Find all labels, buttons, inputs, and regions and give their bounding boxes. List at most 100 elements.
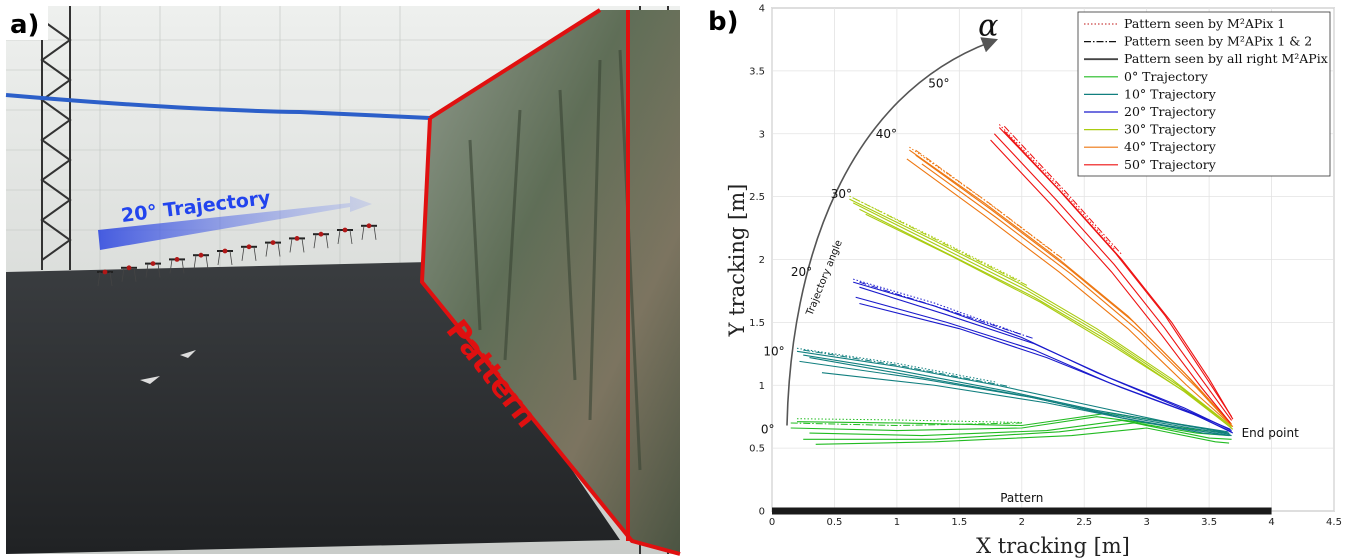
drone-leg bbox=[265, 242, 269, 257]
drone bbox=[193, 252, 209, 270]
drone-body bbox=[198, 252, 204, 258]
drone-leg bbox=[205, 255, 209, 270]
trajectory-run bbox=[799, 360, 1232, 437]
legend-label: 20° Trajectory bbox=[1124, 104, 1217, 119]
pattern-bar-group: Pattern bbox=[772, 491, 1272, 515]
x-tick-label: 4 bbox=[1268, 517, 1274, 528]
pattern-seen-segment bbox=[796, 418, 1022, 423]
drone bbox=[313, 231, 329, 249]
drone-leg bbox=[133, 267, 137, 282]
trajectory-run bbox=[849, 198, 1231, 426]
trajectory-run bbox=[809, 419, 1230, 437]
trajectory-run bbox=[1003, 130, 1234, 420]
series-traj_50 bbox=[990, 124, 1234, 424]
drone-leg bbox=[277, 242, 281, 257]
x-axis-label: X tracking [m] bbox=[976, 534, 1130, 558]
drone bbox=[361, 223, 377, 240]
drone-leg bbox=[241, 246, 245, 261]
series-traj_0 bbox=[790, 412, 1232, 445]
drone-body bbox=[366, 223, 372, 229]
series-group: End point bbox=[790, 124, 1299, 445]
panel-a-tag-bg bbox=[6, 6, 48, 40]
drone-body bbox=[342, 227, 348, 233]
blue-ribbon bbox=[5, 93, 431, 120]
drone-body bbox=[150, 261, 156, 266]
trajectory-run bbox=[859, 208, 1232, 429]
trajectory-run bbox=[821, 372, 1231, 437]
drone-leg bbox=[109, 271, 113, 287]
trajectory-arrow bbox=[98, 196, 372, 250]
x-tick-label: 1 bbox=[894, 517, 900, 528]
legend: Pattern seen by M²APix 1 Pattern seen by … bbox=[1077, 11, 1331, 177]
forest-pattern-wall bbox=[422, 10, 680, 554]
legend-box bbox=[1077, 11, 1331, 177]
drone-leg bbox=[337, 229, 341, 245]
drone-leg bbox=[121, 267, 125, 282]
pattern-seen-segment bbox=[796, 347, 997, 383]
y-tick-label: 0.5 bbox=[749, 444, 765, 455]
angle-tick-label: 30° bbox=[831, 187, 852, 201]
series-traj_20 bbox=[853, 278, 1234, 434]
y-tick-label: 2.5 bbox=[749, 192, 765, 203]
x-tick-label: 0.5 bbox=[826, 517, 842, 528]
y-tick-label: 4 bbox=[759, 4, 765, 15]
trajectory-run bbox=[859, 286, 1232, 432]
drone-leg bbox=[229, 250, 233, 266]
y-tick-label: 1 bbox=[759, 381, 765, 392]
trajectory-run bbox=[803, 354, 1230, 434]
drone-leg bbox=[325, 234, 329, 249]
x-tick-label: 4.5 bbox=[1326, 517, 1342, 528]
y-tick-label: 3.5 bbox=[749, 66, 765, 77]
drone-leg bbox=[181, 259, 185, 274]
panel-a-photo: 20° Trajectory Pattern a) bbox=[5, 6, 681, 556]
pattern-seen-segment bbox=[803, 349, 1010, 388]
panel-b-tag: b) bbox=[708, 7, 739, 37]
drone-leg bbox=[169, 259, 173, 274]
pattern-outline-bottom bbox=[419, 117, 681, 556]
drone-body bbox=[318, 231, 324, 237]
drone bbox=[145, 261, 161, 278]
drone bbox=[97, 269, 113, 287]
x-tick-label: 1.5 bbox=[951, 517, 967, 528]
angle-tick-label: 50° bbox=[928, 76, 949, 90]
pattern-seen-segment bbox=[998, 124, 1116, 251]
drone-leg bbox=[145, 263, 149, 278]
angle-tick-label: 0° bbox=[761, 422, 775, 436]
trajectory-run bbox=[815, 427, 1230, 445]
y-tick-label: 2 bbox=[759, 255, 765, 266]
pattern-seen-segment bbox=[1003, 125, 1123, 255]
legend-label: 50° Trajectory bbox=[1124, 157, 1217, 172]
drone-body bbox=[102, 269, 108, 275]
trajectory-run bbox=[915, 154, 1232, 425]
trajectory-run bbox=[859, 302, 1234, 434]
legend-label: Pattern seen by M²APix 1 & 2 bbox=[1124, 34, 1312, 49]
legend-label: 30° Trajectory bbox=[1124, 122, 1217, 137]
trajectory-run bbox=[906, 158, 1232, 426]
x-tick-label: 3.5 bbox=[1201, 517, 1217, 528]
drone-leg bbox=[301, 238, 305, 253]
drone-body bbox=[222, 248, 228, 254]
x-tick-label: 3 bbox=[1143, 517, 1149, 528]
pattern-seen-segment bbox=[915, 149, 1066, 262]
series-traj_30 bbox=[849, 195, 1234, 430]
truss-left bbox=[40, 6, 72, 270]
trajectory-run bbox=[865, 213, 1234, 430]
y-tick-label: 3 bbox=[759, 129, 765, 140]
series-traj_40 bbox=[906, 146, 1234, 428]
alpha-symbol: α bbox=[978, 9, 998, 44]
y-tick-label: 0 bbox=[759, 507, 765, 518]
legend-label: Pattern seen by all right M²APix bbox=[1124, 51, 1328, 66]
drone bbox=[265, 240, 281, 257]
x-tick-label: 2 bbox=[1019, 517, 1025, 528]
y-axis-ticks: 0 0.5 1 1.5 2 2.5 3 3.5 4 bbox=[749, 4, 765, 518]
panel-a-tag: a) bbox=[10, 10, 39, 40]
x-axis-ticks: 0 0.5 1 1.5 2 2.5 3 3.5 4 4.5 bbox=[769, 517, 1342, 528]
drone-leg bbox=[361, 225, 365, 240]
angle-tick-label: 20° bbox=[791, 265, 812, 279]
series-traj_10 bbox=[796, 347, 1232, 437]
trajectory-run bbox=[990, 139, 1231, 424]
drone-leg bbox=[289, 238, 293, 253]
trajectory-run bbox=[803, 422, 1232, 440]
pattern-label: Pattern bbox=[1000, 491, 1043, 505]
